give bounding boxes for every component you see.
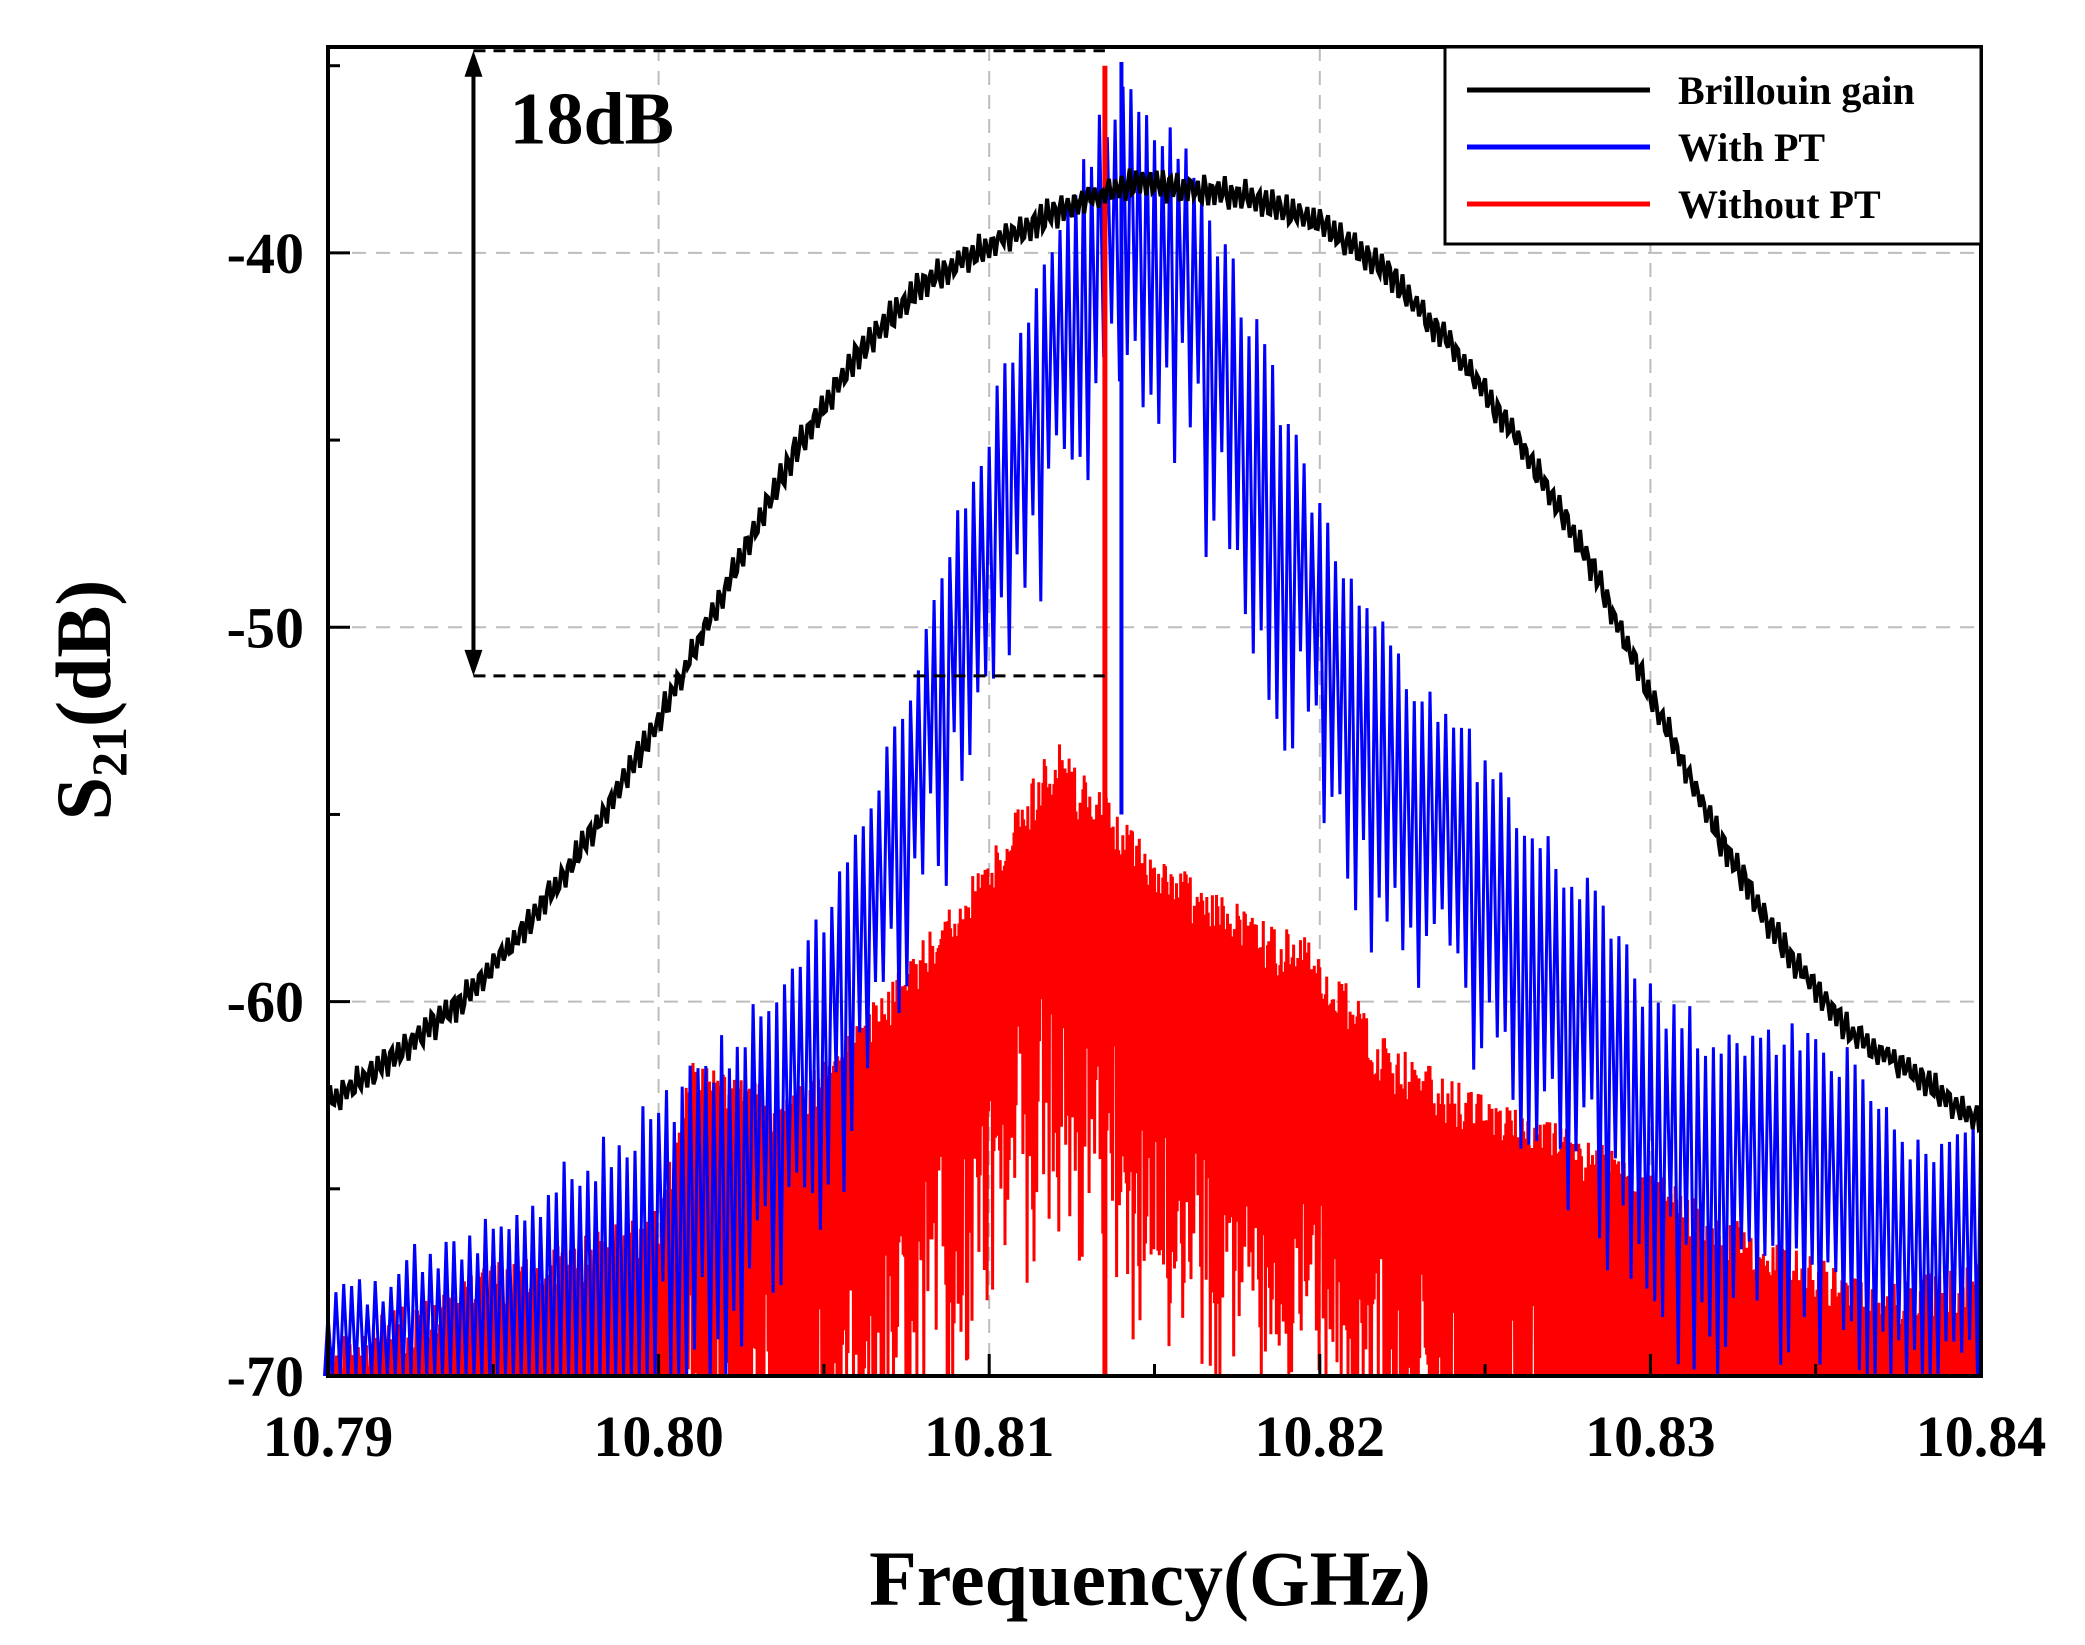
x-tick-label: 10.84	[1916, 1404, 2047, 1469]
series-layer	[323, 61, 1983, 1379]
y-tick-label: -50	[227, 595, 304, 660]
annotation-18db: 18dB	[464, 49, 1105, 678]
y-axis-title-main: S	[40, 777, 127, 820]
annotation-arrow-head-top	[464, 50, 483, 77]
x-tick-label: 10.81	[924, 1404, 1055, 1469]
y-axis-title-subscript: 21	[81, 727, 137, 777]
legend: Brillouin gain With PT Without PT	[1443, 45, 1983, 246]
x-tick-labels: 10.79 10.80 10.81 10.82 10.83 10.84	[263, 1404, 2047, 1469]
y-axis-title-unit: (dB)	[40, 580, 127, 727]
series-brillouin-gain-line	[326, 168, 1983, 1134]
annotation-arrow-head-bottom	[464, 649, 483, 676]
y-tick-label: -60	[227, 970, 304, 1035]
x-tick-label: 10.83	[1585, 1404, 1716, 1469]
y-tick-labels: -40 -50 -60 -70	[227, 221, 304, 1409]
legend-label-brillouin: Brillouin gain	[1678, 68, 1915, 113]
x-tick-label: 10.79	[263, 1404, 394, 1469]
series-without-pt-line	[326, 744, 1983, 1379]
y-axis-title: S21(dB)	[40, 580, 137, 821]
x-tick-label: 10.82	[1255, 1404, 1386, 1469]
legend-label-without-pt: Without PT	[1678, 182, 1881, 227]
y-tick-label: -70	[227, 1344, 304, 1409]
y-tick-label: -40	[227, 221, 304, 286]
axis-ticks	[326, 64, 1983, 1378]
annotation-label: 18dB	[509, 78, 674, 160]
series-with-pt-line	[323, 86, 1983, 1377]
legend-label-with-pt: With PT	[1678, 125, 1825, 170]
x-axis-title: Frequency(GHz)	[869, 1535, 1431, 1622]
x-tick-label: 10.80	[593, 1404, 724, 1469]
